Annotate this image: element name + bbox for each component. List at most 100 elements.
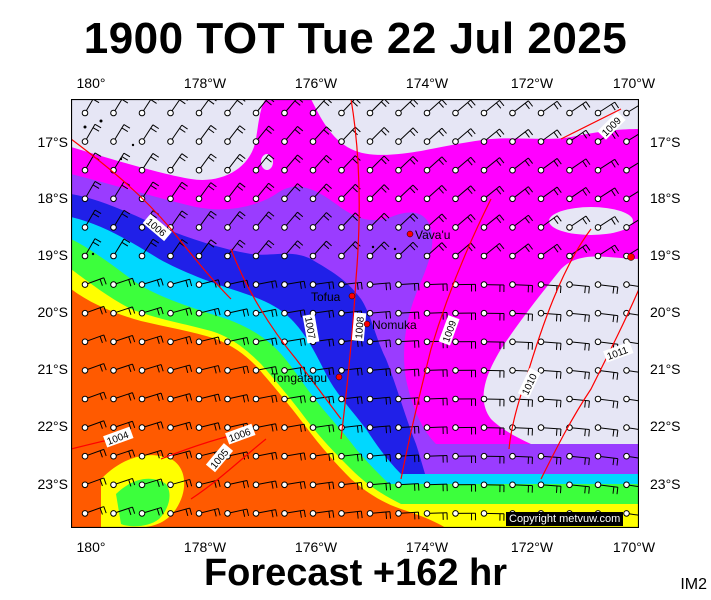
wind-barb-station (623, 109, 630, 117)
wind-barb-station (366, 195, 374, 203)
wind-barb-feather (265, 157, 272, 163)
wind-barb-feather (103, 477, 107, 485)
wind-barb-feather (242, 366, 246, 374)
wind-barb-staff (113, 306, 133, 314)
wind-barb-feather (265, 243, 272, 249)
wind-barb-station (623, 452, 630, 460)
lon-label-top-178w: 178°W (183, 75, 227, 91)
wind-barb-feather (103, 391, 107, 399)
wind-barb-feather (156, 479, 160, 487)
wind-barb-station (566, 252, 573, 260)
wind-barb-feather (94, 209, 102, 215)
wind-barb-staff (284, 423, 305, 429)
wind-barb-feather (323, 186, 330, 192)
wind-barb-station (395, 452, 402, 460)
wind-barb-feather (181, 153, 188, 159)
wind-barb-station (537, 367, 545, 374)
wind-barb-staff (540, 158, 558, 171)
wind-barb-feather (332, 338, 335, 347)
wind-barb-station (281, 367, 288, 374)
place-label-tofua: Tofua (311, 290, 341, 304)
wind-barb-feather (467, 188, 473, 195)
wind-barb-feather (242, 509, 246, 517)
wind-barb-staff (84, 238, 96, 257)
wind-barb-staff (398, 99, 414, 114)
wind-barb-feather (352, 244, 358, 250)
wind-barb-feather (610, 189, 616, 197)
wind-barb-station (366, 424, 374, 431)
wind-barb-station (167, 367, 174, 374)
wind-barb-feather (156, 508, 160, 516)
wind-barb-feather (328, 482, 331, 490)
wind-barb-station (281, 166, 288, 174)
wind-barb-station (281, 109, 288, 117)
wind-barb-feather (527, 214, 534, 222)
wind-barb-staff (512, 214, 529, 228)
wind-barb-staff (84, 506, 104, 514)
wind-barb-feather (236, 99, 244, 105)
wind-barb-feather (236, 185, 244, 191)
wind-barb-feather (385, 283, 388, 291)
wind-barb-staff (255, 337, 276, 343)
wind-barb-feather (275, 509, 278, 517)
wind-barb-feather (582, 189, 588, 196)
wind-barb-staff (312, 155, 327, 171)
wind-barb-staff (227, 451, 248, 457)
wind-barb-feather (524, 188, 530, 195)
wind-barb-feather (556, 129, 562, 136)
wind-barb-feather (242, 481, 246, 489)
wind-barb-feather (185, 365, 189, 374)
image-tag: IM2 (680, 576, 707, 593)
wind-barb-staff (255, 125, 269, 142)
wind-barb-feather (524, 160, 530, 167)
wind-barb-staff (626, 104, 639, 114)
wind-barb-station (338, 424, 345, 431)
isobar-1007 (230, 248, 342, 420)
wind-barb-feather (438, 159, 444, 166)
wind-barb-station (338, 395, 345, 403)
wind-barb-feather (360, 425, 363, 433)
wind-barb-station (252, 338, 260, 346)
wind-barb-station (281, 224, 288, 231)
wind-barb-staff (170, 450, 190, 457)
wind-barb-station (480, 367, 488, 374)
wind-barb-feather (584, 486, 586, 494)
wind-barb-feather (356, 425, 359, 433)
wind-barb-feather (271, 367, 274, 375)
wind-barb-staff (398, 425, 419, 429)
wind-barb-staff (170, 182, 183, 200)
wind-barb-station (480, 309, 488, 317)
wind-barb-station (366, 109, 374, 117)
wind-barb-feather (181, 124, 188, 130)
wind-barb-feather (246, 308, 250, 316)
wind-barb-feather (271, 281, 274, 289)
wind-barb-feather (616, 458, 619, 466)
wind-barb-staff (113, 99, 123, 114)
wind-barb-feather (297, 240, 304, 246)
wind-barb-feather (265, 185, 272, 192)
wind-barb-staff (626, 427, 639, 430)
wind-barb-feather (210, 210, 217, 216)
wind-barb-staff (170, 507, 190, 514)
wind-barb-staff (198, 239, 212, 257)
wind-barb-station (338, 138, 345, 145)
wind-barb-feather (179, 213, 186, 219)
wind-barb-feather (470, 214, 476, 221)
wind-barb-feather (239, 125, 246, 131)
wind-barb-staff (341, 482, 362, 486)
wind-barb-station (252, 395, 260, 403)
wind-barb-station (509, 481, 516, 489)
wind-barb-feather (128, 393, 132, 401)
wind-barb-feather (380, 187, 387, 193)
wind-barb-feather (610, 218, 616, 225)
wind-barb-feather (265, 214, 272, 220)
wind-barb-station (138, 510, 146, 517)
wind-barb-feather (297, 126, 304, 132)
wind-barb-feather (612, 400, 615, 408)
wind-barb-feather (160, 507, 164, 515)
place-marker-niuatoputapu (627, 253, 635, 261)
wind-barb-feather (383, 127, 390, 133)
wind-barb-staff (113, 277, 133, 286)
wind-barb-station (594, 109, 602, 117)
wind-barb-feather (360, 368, 363, 376)
